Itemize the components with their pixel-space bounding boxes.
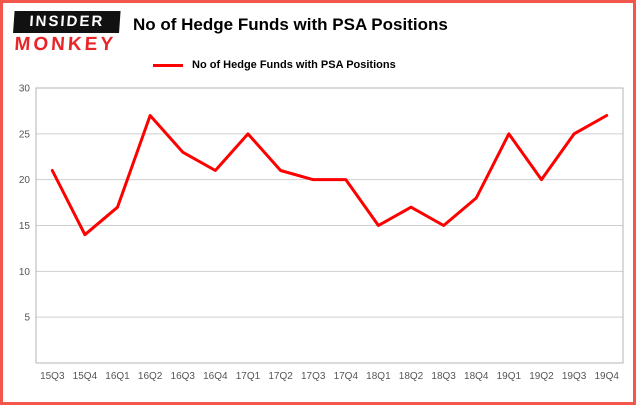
svg-text:15: 15 xyxy=(19,221,31,232)
svg-text:17Q4: 17Q4 xyxy=(334,371,359,382)
chart-legend: No of Hedge Funds with PSA Positions xyxy=(153,59,396,71)
svg-text:15Q4: 15Q4 xyxy=(73,371,98,382)
svg-text:15Q3: 15Q3 xyxy=(40,371,65,382)
svg-text:17Q2: 17Q2 xyxy=(268,371,293,382)
svg-text:18Q2: 18Q2 xyxy=(399,371,424,382)
svg-text:16Q4: 16Q4 xyxy=(203,371,228,382)
svg-text:18Q4: 18Q4 xyxy=(464,371,489,382)
svg-text:19Q2: 19Q2 xyxy=(529,371,554,382)
svg-text:18Q3: 18Q3 xyxy=(431,371,456,382)
chart-title: No of Hedge Funds with PSA Positions xyxy=(133,15,448,34)
plot-area: 5 10 15 20 25 30 15Q3 15Q4 16Q1 16Q2 16Q3 16Q4 17Q1 1… xyxy=(3,83,636,403)
legend-label: No of Hedge Funds with PSA Positions xyxy=(192,59,396,71)
svg-text:16Q2: 16Q2 xyxy=(138,371,163,382)
insider-monkey-logo: INSIDER MONKEY xyxy=(11,11,121,56)
logo-text-insider: INSIDER xyxy=(13,11,121,33)
legend-line-swatch xyxy=(153,63,183,67)
svg-text:20: 20 xyxy=(19,175,31,186)
svg-text:16Q1: 16Q1 xyxy=(105,371,130,382)
svg-text:5: 5 xyxy=(24,313,30,324)
svg-text:19Q4: 19Q4 xyxy=(594,371,619,382)
svg-text:17Q1: 17Q1 xyxy=(236,371,261,382)
line-chart-svg: 5 10 15 20 25 30 15Q3 15Q4 16Q1 16Q2 16Q3 16Q4 17Q1 1… xyxy=(19,84,624,382)
svg-text:25: 25 xyxy=(19,129,31,140)
svg-text:30: 30 xyxy=(19,84,31,95)
svg-text:19Q3: 19Q3 xyxy=(562,371,587,382)
svg-text:17Q3: 17Q3 xyxy=(301,371,326,382)
svg-text:18Q1: 18Q1 xyxy=(366,371,391,382)
svg-text:19Q1: 19Q1 xyxy=(497,371,522,382)
svg-text:10: 10 xyxy=(19,267,31,278)
svg-text:16Q3: 16Q3 xyxy=(171,371,196,382)
logo-text-monkey: MONKEY xyxy=(13,34,117,55)
